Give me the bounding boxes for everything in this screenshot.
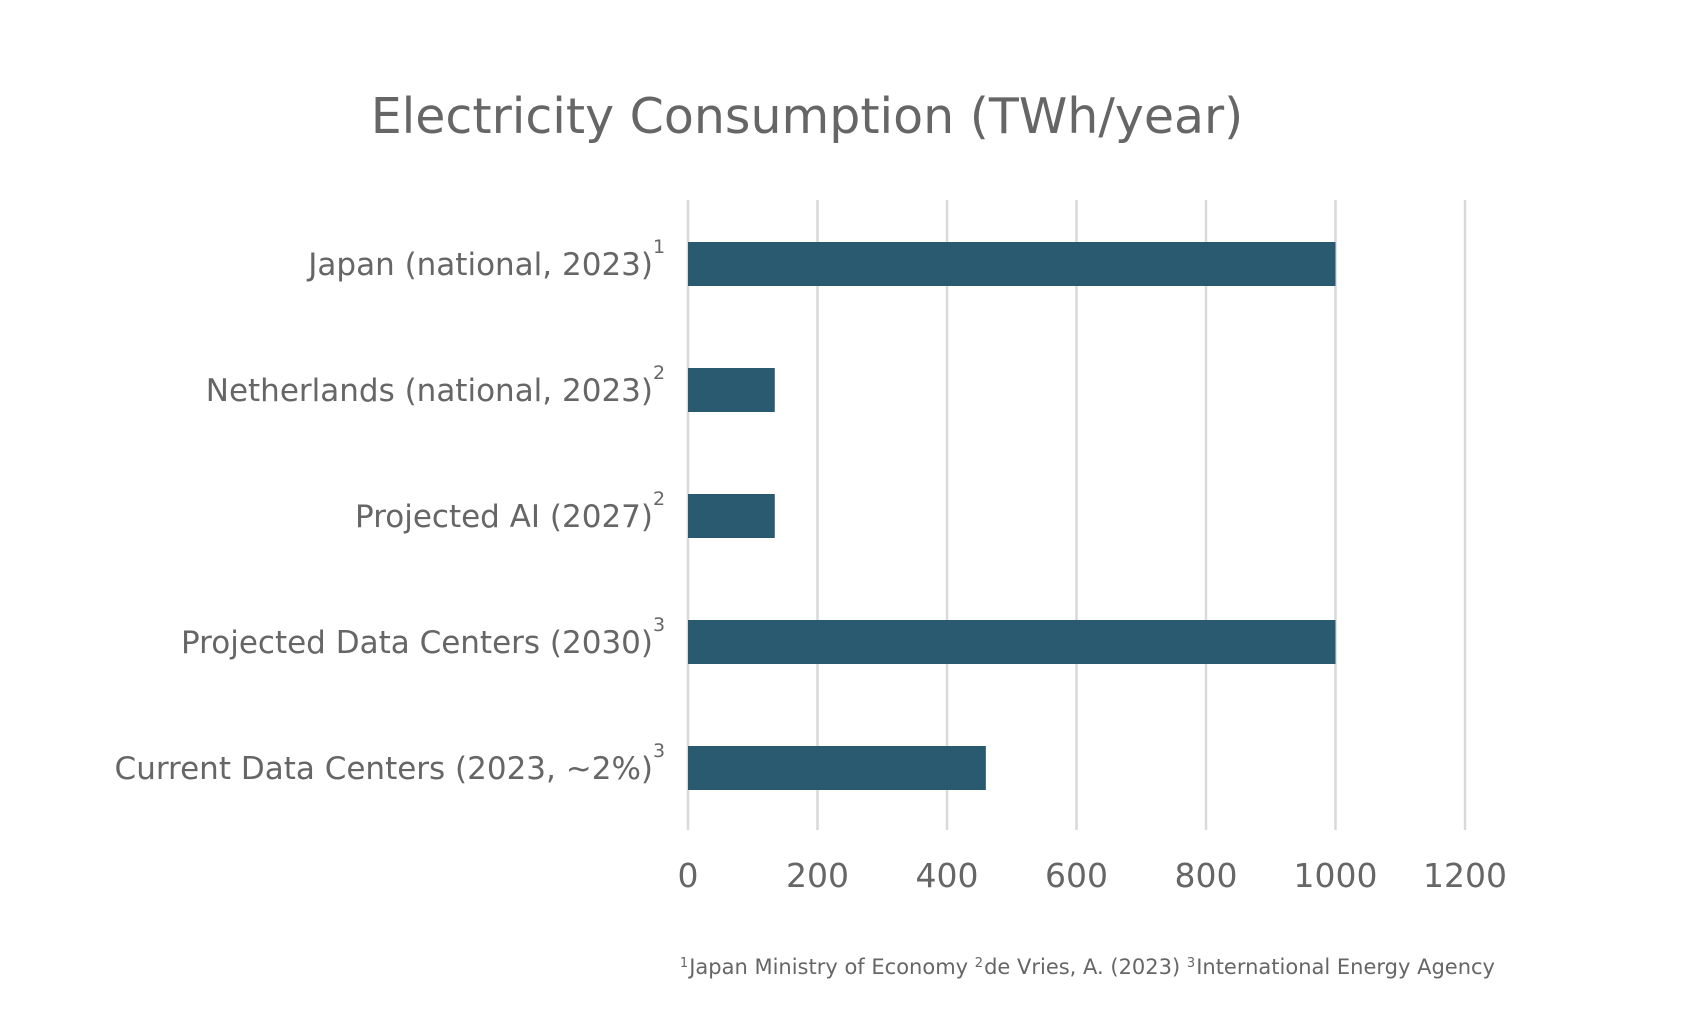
bar [688,746,986,790]
category-footnote-marker: 3 [653,614,665,636]
bar [688,494,775,538]
footnote-marker: 3 [1186,956,1196,971]
x-tick-label: 0 [678,856,699,895]
footnote-text: International Energy Agency [1196,955,1495,979]
category-label: Projected Data Centers (2030) [181,625,653,661]
gridlines [686,200,1467,830]
category-footnote-marker: 2 [653,488,665,510]
x-tick-label: 200 [786,856,849,895]
bars [688,242,1336,790]
category-label: Projected AI (2027) [355,499,653,535]
footnote-text: Japan Ministry of Economy [689,955,969,979]
category-label: Current Data Centers (2023, ~2%) [115,751,653,787]
footnote-text: de Vries, A. (2023) [984,955,1181,979]
footnote-sources: 1Japan Ministry of Economy 2de Vries, A.… [680,955,1495,979]
category-footnote-marker: 1 [653,236,665,258]
footnote-marker: 1 [679,956,689,971]
x-tick-label: 1000 [1294,856,1378,895]
footnote-marker: 2 [974,956,984,971]
category-label: Netherlands (national, 2023) [206,373,653,409]
category-labels: Japan (national, 2023) 1 Netherlands (nati… [115,236,666,787]
x-tick-label: 400 [916,856,979,895]
bar [688,242,1336,286]
x-axis-ticks: 0 200 400 600 800 1000 1200 [678,856,1507,895]
category-footnote-marker: 2 [653,362,665,384]
bar [688,620,1336,664]
x-tick-label: 800 [1175,856,1238,895]
x-tick-label: 600 [1045,856,1108,895]
x-tick-label: 1200 [1423,856,1507,895]
chart-title: Electricity Consumption (TWh/year) [371,88,1244,145]
category-footnote-marker: 3 [653,740,665,762]
category-label: Japan (national, 2023) [306,247,653,283]
bar [688,368,775,412]
footnote-1: 1Japan Ministry of Economy [680,955,968,979]
footnote-3: 3International Energy Agency [1187,955,1495,979]
footnote-2: 2de Vries, A. (2023) [975,955,1180,979]
